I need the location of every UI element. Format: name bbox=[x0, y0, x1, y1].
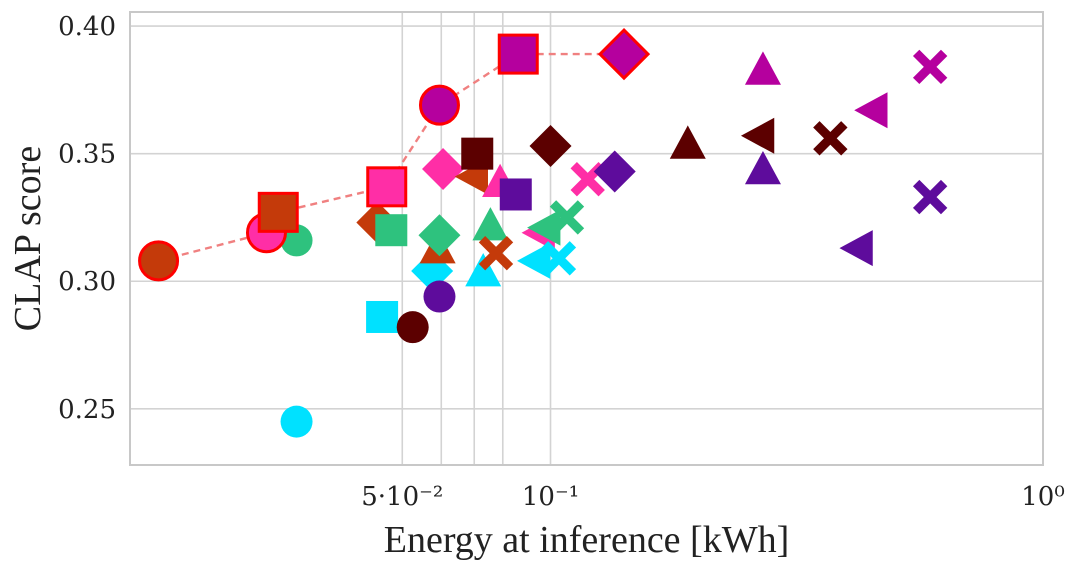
data-point-triangle-up bbox=[472, 207, 509, 241]
data-point-triangle-left bbox=[854, 92, 888, 129]
data-point-triangle-left bbox=[527, 209, 561, 246]
data-point-square bbox=[499, 178, 532, 211]
data-points bbox=[138, 27, 948, 438]
y-tick-label: 0.30 bbox=[58, 267, 116, 297]
data-point-x bbox=[912, 179, 948, 215]
y-tick-label: 0.40 bbox=[58, 12, 116, 42]
y-tick-label: 0.25 bbox=[58, 395, 116, 425]
data-point-circle bbox=[280, 405, 313, 438]
data-point-diamond bbox=[422, 147, 465, 190]
data-point-x bbox=[478, 235, 514, 271]
data-point-square bbox=[366, 166, 408, 208]
x-tick-labels: 5·10⁻² 10⁻¹ 10⁰ bbox=[361, 482, 1065, 512]
x-tick-label: 10⁻¹ bbox=[522, 482, 579, 512]
data-point-x bbox=[813, 121, 848, 156]
data-point-square bbox=[375, 214, 408, 247]
data-point-x bbox=[541, 241, 577, 276]
data-point-circle bbox=[423, 280, 456, 313]
data-point-triangle-left bbox=[740, 117, 775, 154]
data-point-triangle-up bbox=[744, 150, 781, 185]
y-tick-labels: 0.25 0.30 0.35 0.40 bbox=[58, 12, 116, 425]
x-tick-label: 5·10⁻² bbox=[361, 482, 443, 512]
data-point-circle bbox=[138, 240, 180, 282]
data-point-triangle-up bbox=[669, 125, 706, 159]
y-axis-label: CLAP score bbox=[7, 146, 49, 331]
data-point-triangle-left bbox=[516, 242, 551, 279]
data-point-triangle-up bbox=[465, 253, 502, 287]
x-tick-label: 10⁰ bbox=[1021, 482, 1065, 512]
data-point-x bbox=[549, 200, 585, 235]
data-point-triangle-left bbox=[839, 230, 873, 267]
data-point-x bbox=[912, 49, 948, 85]
data-point-square bbox=[366, 300, 399, 333]
data-point-diamond bbox=[597, 27, 651, 81]
data-point-square bbox=[257, 191, 299, 233]
data-point-circle bbox=[418, 84, 460, 126]
plot-frame bbox=[129, 11, 1044, 466]
data-point-diamond bbox=[418, 214, 461, 257]
data-point-circle bbox=[396, 311, 429, 344]
x-axis-label: Energy at inference [kWh] bbox=[384, 519, 789, 561]
y-tick-label: 0.35 bbox=[58, 140, 116, 170]
data-point-diamond bbox=[529, 124, 572, 167]
data-point-square bbox=[461, 137, 494, 170]
data-point-square bbox=[497, 33, 539, 75]
data-point-diamond bbox=[593, 150, 636, 193]
data-point-triangle-up bbox=[744, 51, 781, 85]
